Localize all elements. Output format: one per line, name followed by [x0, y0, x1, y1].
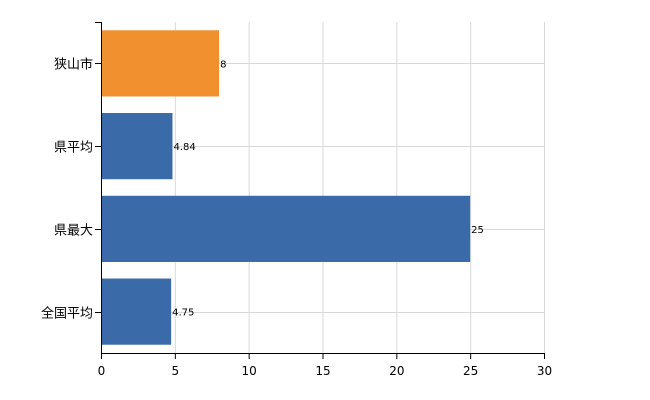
data-label: 8 [220, 59, 226, 70]
data-labels: 8 4.84 25 4.75 [172, 59, 484, 318]
x-tick-label: 10 [242, 364, 257, 378]
bars [101, 30, 471, 345]
bar [101, 30, 220, 97]
x-tick-label: 5 [172, 364, 180, 378]
data-label: 25 [471, 225, 484, 236]
bar [101, 113, 173, 180]
bar [101, 195, 471, 262]
y-tick-label: 県平均 [54, 141, 93, 156]
x-tick-label: 15 [315, 364, 330, 378]
y-tick-label: 狭山市 [54, 57, 93, 73]
y-tick-label: 全国平均 [41, 306, 93, 322]
x-axis-ticks: 0 5 10 15 20 25 30 [98, 353, 552, 378]
x-tick-label: 30 [537, 364, 552, 378]
bar [101, 278, 172, 345]
data-label: 4.84 [173, 142, 195, 153]
x-tick-label: 20 [389, 364, 404, 378]
x-tick-label: 25 [463, 364, 478, 378]
data-label: 4.75 [172, 308, 194, 319]
x-tick-label: 0 [98, 364, 106, 378]
y-tick-label: 県最大 [54, 224, 93, 239]
